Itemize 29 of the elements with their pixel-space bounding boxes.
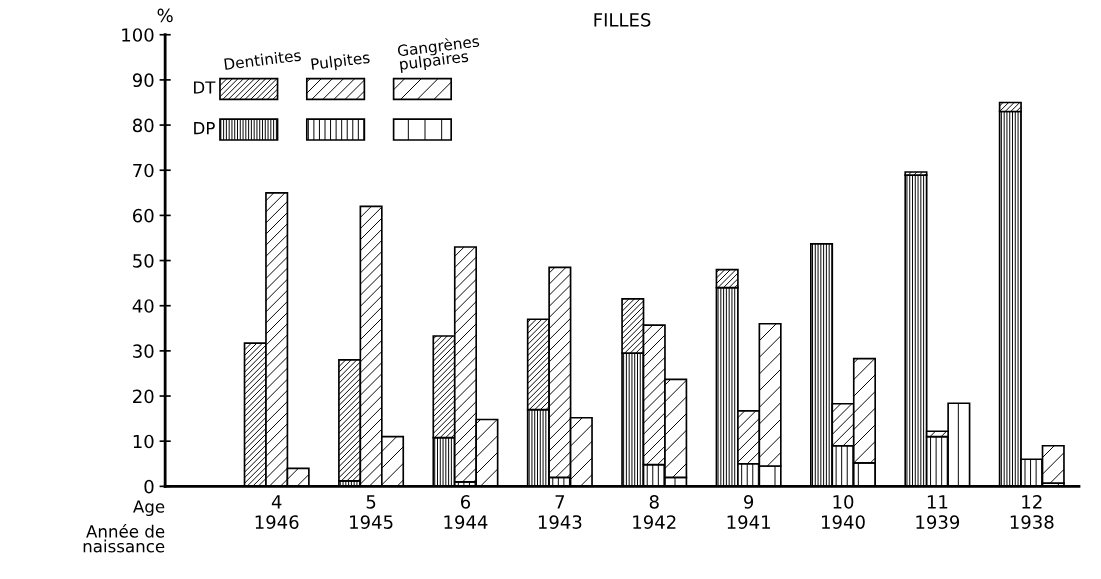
text: Année de naissance [83, 524, 165, 553]
x-tick-label: 12 1938 [1010, 495, 1054, 529]
x-tick-label: 9 1941 [727, 495, 770, 529]
y-tick-label: 0 [144, 479, 154, 494]
y-tick-label: 50 [133, 254, 154, 268]
y-tick-label: 40 [132, 299, 154, 313]
y-tick-label: 100 [122, 28, 154, 42]
annotation: Dentinites [224, 48, 302, 71]
x-tick-label: 10 1940 [822, 495, 865, 529]
y-tick-label: 90 [132, 73, 154, 88]
x-tick-label: 8 1942 [633, 495, 676, 529]
x-tick-label: 11 1939 [916, 495, 960, 529]
y-tick-label: 80 [132, 118, 154, 133]
x-tick-label: 5 1945 [350, 495, 393, 529]
y-tick-label: 30 [133, 344, 154, 358]
y-axis-title: % [157, 8, 173, 23]
y-tick-label: 70 [133, 163, 154, 178]
x-tick-label: 4 1946 [255, 495, 299, 529]
text: Age [133, 500, 165, 517]
legend-label: DP [194, 122, 215, 135]
chart-title: FILLES [594, 13, 651, 27]
y-tick-label: 60 [133, 208, 154, 223]
x-tick-label: 6 1944 [444, 495, 488, 529]
y-tick-label: 20 [133, 389, 154, 404]
annotation: Pulpites [311, 51, 371, 73]
annotation: Gangrènes pulpaires [397, 34, 480, 73]
legend-label: DT [194, 81, 216, 94]
x-tick-label: 7 1943 [538, 495, 582, 529]
y-tick-label: 10 [133, 434, 154, 449]
